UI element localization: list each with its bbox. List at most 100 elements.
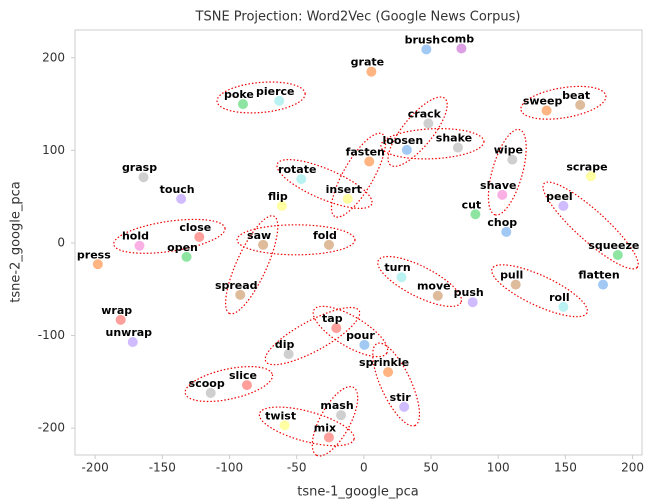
point-label: saw [247,229,271,242]
point [456,43,467,54]
point-label: move [417,280,451,293]
point-label: slice [229,369,257,382]
point-label: close [179,221,211,234]
point-label: stir [390,391,412,404]
point [296,174,307,185]
point [205,387,216,398]
point [134,240,145,251]
x-tick-label: -100 [216,461,243,475]
point-label: open [167,241,198,254]
group-ellipse [236,224,356,256]
point-label: grate [351,56,384,69]
group-ellipse [372,342,421,427]
point-label: mash [320,399,353,412]
x-tick-label: 100 [487,461,510,475]
y-tick-label: -100 [38,328,65,342]
point [323,239,334,250]
point [558,301,569,312]
point-label: flatten [578,269,619,282]
y-tick-label: 200 [42,50,65,64]
x-tick-label: 50 [423,461,438,475]
point [237,99,248,110]
point-label: twist [265,409,296,422]
point [541,105,552,116]
point-label: crack [408,108,442,121]
point [598,279,609,290]
group-ellipse [311,385,359,457]
point [364,156,375,167]
point [359,339,370,350]
chart-title: TSNE Projection: Word2Vec (Google News C… [195,10,521,25]
y-tick-label: -200 [38,421,65,435]
group-ellipse [113,218,226,254]
point [558,200,569,211]
y-axis-label: tsne-2_google_pca [9,181,24,302]
point [452,142,463,153]
point [276,200,287,211]
group-ellipse [491,264,588,318]
point-label: unwrap [106,326,153,339]
group-ellipse [380,127,485,160]
point-label: sweep [523,95,563,108]
point [342,193,353,204]
point-label: grasp [122,161,157,174]
point [279,420,290,431]
group-ellipse [520,85,607,120]
group-ellipse [276,158,373,209]
point-label: scrape [566,160,607,173]
point [336,410,347,421]
point-label: pour [346,329,375,342]
point [510,279,521,290]
point [396,272,407,283]
point-label: turn [384,261,410,274]
y-tick-label: 100 [42,143,65,157]
x-tick-label: 150 [554,461,577,475]
point [501,226,512,237]
point-label: hold [122,230,149,243]
point [331,323,342,334]
point [176,193,187,204]
point [92,259,103,270]
point [127,337,138,348]
x-tick-label: 200 [621,461,644,475]
x-tick-label: -150 [149,461,176,475]
point-label: sprinkle [359,356,409,369]
group-ellipse [312,305,389,358]
point-label: cut [462,198,482,211]
point [497,189,508,200]
x-tick-label: -200 [82,461,109,475]
point [383,367,394,378]
point [470,209,481,220]
point [612,250,623,260]
point-label: rotate [278,163,316,176]
point [258,239,269,250]
group-ellipse [387,96,448,167]
point [507,154,518,165]
point [401,144,412,155]
point-label: poke [224,88,254,101]
point-label: roll [549,291,570,304]
group-ellipse [225,215,279,315]
group-ellipse [377,255,463,308]
point [467,297,478,308]
point [138,172,149,183]
point-label: loosen [383,134,424,147]
point-label: pierce [256,85,295,98]
point-label: wrap [101,304,132,317]
point [423,118,434,129]
point-label: tap [322,312,343,325]
point-label: spread [215,279,258,292]
point-label: push [454,286,484,299]
point-label: mix [314,421,336,434]
point-label: scoop [189,377,225,390]
point-label: wipe [494,144,523,157]
point-label: dip [275,338,295,351]
point-label: pull [500,269,523,282]
point-label: shave [480,179,516,192]
group-ellipse [184,365,274,403]
group-ellipse [542,181,639,270]
point [585,171,596,182]
point-label: flip [268,190,288,203]
point [575,100,586,110]
